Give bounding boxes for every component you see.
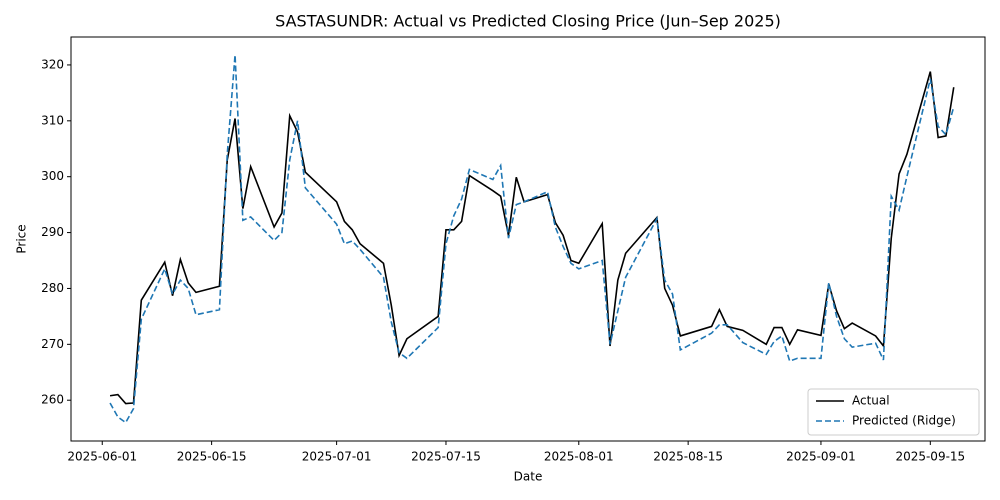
x-tick-label: 2025-08-15 [653, 450, 723, 464]
x-tick-label: 2025-06-01 [67, 450, 137, 464]
y-axis-label: Price [15, 224, 29, 253]
x-tick-label: 2025-06-15 [177, 450, 247, 464]
x-tick-label: 2025-07-01 [302, 450, 372, 464]
y-tick-label: 260 [41, 393, 64, 407]
y-tick-label: 320 [41, 57, 64, 71]
x-axis-label: Date [514, 470, 543, 484]
plot-frame [70, 36, 986, 442]
legend-label: Predicted (Ridge) [852, 414, 956, 428]
x-tick-label: 2025-07-15 [411, 450, 481, 464]
line-series [109, 71, 955, 405]
line-series [109, 54, 955, 424]
legend-label: Actual [852, 394, 890, 408]
legend-box [807, 388, 980, 436]
y-tick-label: 290 [41, 225, 64, 239]
y-tick-label: 310 [41, 113, 64, 127]
y-tick-label: 300 [41, 169, 64, 183]
chart-title: SASTASUNDR: Actual vs Predicted Closing … [275, 12, 781, 31]
x-tick-label: 2025-09-01 [786, 450, 856, 464]
y-tick-label: 270 [41, 337, 64, 351]
x-tick-label: 2025-08-01 [544, 450, 614, 464]
x-tick-label: 2025-09-15 [895, 450, 965, 464]
y-tick-label: 280 [41, 281, 64, 295]
